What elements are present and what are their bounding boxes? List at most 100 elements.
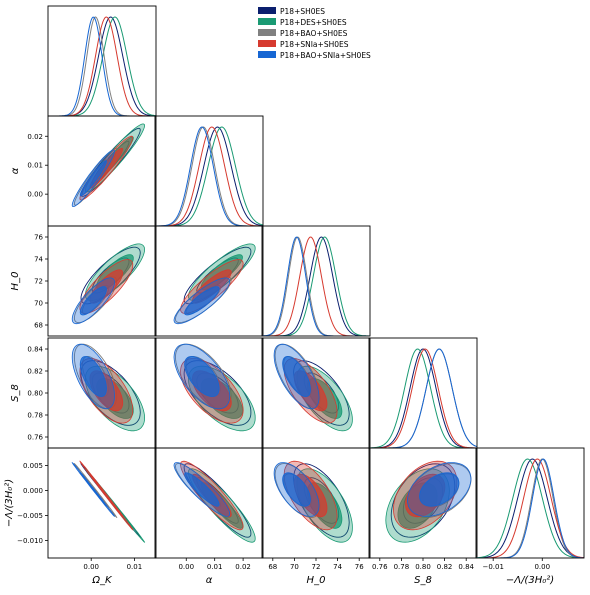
contour-p18-sh0es-2sigma [183, 360, 252, 426]
contour-p18-sh0es-2sigma [80, 360, 141, 426]
contour-p18-bao-snia-sh0es-1sigma [79, 286, 107, 316]
panel-frame [368, 337, 478, 449]
contour-p18-bao-snia-sh0es-1sigma [419, 472, 460, 507]
marginal-p18-snia-sh0es [155, 126, 263, 226]
x-axis-label-omk: Ω_K [91, 575, 113, 586]
x-tick-label: 0.00 [178, 563, 194, 571]
marginal-p18-des-sh0es [369, 348, 477, 448]
contour-p18-bao-snia-sh0es-1sigma [282, 355, 311, 398]
legend-label: P18+SNIa+SH0ES [280, 40, 349, 49]
legend: P18+SH0ES P18+DES+SH0ES P18+BAO+SH0ES P18+S… [258, 7, 371, 60]
contour-p18-sh0es-2sigma [80, 246, 141, 305]
y-axis-label-lam: −Λ/(3H₀²) [4, 479, 15, 527]
panel-lam-vs-alpha [173, 460, 256, 543]
marginal-p18-des-sh0es [48, 16, 156, 116]
y-axis-label-alpha: α [10, 167, 21, 174]
contour-p18-bao-snia-sh0es-1sigma [79, 472, 108, 507]
marginal-p18-bao-snia-sh0es [369, 348, 477, 448]
marginal-p18-des-sh0es [476, 458, 584, 558]
marginal-p18-sh0es [155, 126, 263, 226]
contour-p18-bao-snia-sh0es-1sigma [79, 356, 107, 397]
x-axis-label-h0: H_0 [307, 575, 326, 586]
x-tick-label: 0.01 [127, 563, 143, 571]
contour-p18-bao-snia-sh0es-1sigma [184, 356, 220, 397]
y-axis-label-s8: S_8 [10, 384, 21, 402]
x-tick-label: −0.01 [482, 563, 503, 571]
x-tick-label: 0.76 [372, 563, 388, 571]
panel-frame [154, 447, 264, 559]
marginal-p18-des-sh0es [155, 126, 263, 226]
y-tick-label: 0.000 [23, 487, 43, 495]
panel-frame [475, 447, 585, 559]
legend-label: P18+BAO+SNIa+SH0ES [280, 51, 371, 60]
panel-alpha-vs-omk [71, 123, 146, 208]
x-tick-label: 0.00 [83, 563, 99, 571]
panel-h0-vs-h0 [262, 236, 370, 336]
panel-frame [47, 447, 157, 559]
y-tick-label: 0.005 [23, 462, 43, 470]
legend-label: P18+DES+SH0ES [280, 18, 347, 27]
marginal-p18-bao-sh0es [369, 348, 477, 448]
marginal-p18-bao-snia-sh0es [262, 236, 370, 336]
legend-label: P18+SH0ES [280, 7, 325, 16]
x-tick-label: 0.82 [437, 563, 453, 571]
x-axis-label-alpha: α [206, 575, 213, 586]
x-tick-label: 76 [355, 563, 364, 571]
contour-p18-bao-snia-sh0es-1sigma [184, 472, 220, 507]
y-tick-label: 0.76 [27, 434, 43, 442]
marginal-p18-bao-snia-sh0es [48, 16, 156, 116]
x-tick-label: 0.00 [534, 563, 550, 571]
y-tick-label: 74 [34, 256, 43, 264]
contour-p18-bao-snia-sh0es-1sigma [184, 286, 220, 316]
marginal-p18-bao-snia-sh0es [155, 126, 263, 226]
legend-label: P18+BAO+SH0ES [280, 29, 348, 38]
panel-omk-vs-omk [48, 16, 156, 116]
legend-swatch [258, 40, 276, 47]
panel-s8-vs-alpha [173, 343, 256, 432]
y-tick-label: 0.00 [27, 191, 43, 199]
x-tick-label: 68 [268, 563, 277, 571]
y-tick-label: 76 [34, 234, 43, 242]
panel-s8-vs-s8 [369, 348, 477, 448]
panel-lam-vs-lam [476, 458, 584, 558]
y-tick-label: 72 [34, 278, 43, 286]
x-tick-label: 70 [290, 563, 299, 571]
marginal-p18-bao-sh0es [476, 458, 584, 558]
x-tick-label: 0.01 [207, 563, 223, 571]
x-tick-label: 0.78 [394, 563, 410, 571]
panel-lam-vs-omk [71, 460, 146, 543]
contour-p18-snia-sh0es-1sigma [89, 473, 124, 518]
x-tick-label: 72 [312, 563, 321, 571]
legend-swatch [258, 18, 276, 25]
y-tick-label: 68 [34, 322, 43, 330]
y-axis-label-h0: H_0 [10, 272, 21, 291]
marginal-p18-sh0es [48, 16, 156, 116]
panel-lam-vs-s8 [385, 460, 472, 543]
y-tick-label: 0.01 [27, 162, 43, 170]
x-axis-label-lam: −Λ/(3H₀²) [506, 575, 554, 586]
panel-s8-vs-omk [71, 343, 146, 432]
marginal-p18-des-sh0es [262, 236, 370, 336]
marginal-p18-bao-sh0es [262, 236, 370, 336]
x-tick-label: 0.84 [458, 563, 474, 571]
x-tick-label: 0.02 [235, 563, 251, 571]
y-tick-label: 70 [34, 300, 43, 308]
y-tick-label: 0.84 [27, 346, 43, 354]
panel-frame [154, 225, 264, 337]
marginal-p18-bao-sh0es [48, 16, 156, 116]
contour-p18-bao-snia-sh0es-1sigma [282, 472, 311, 507]
panel-alpha-vs-alpha [155, 126, 263, 226]
x-tick-label: 0.80 [415, 563, 431, 571]
contour-p18-sh0es-2sigma [390, 463, 456, 538]
panel-h0-vs-omk [71, 243, 146, 325]
y-tick-label: 0.80 [27, 390, 43, 398]
panel-lam-vs-h0 [273, 460, 353, 543]
marginal-p18-bao-sh0es [155, 126, 263, 226]
y-tick-label: 0.78 [27, 412, 43, 420]
legend-swatch [258, 51, 276, 58]
panel-frame [154, 115, 264, 227]
contour-p18-bao-snia-sh0es-1sigma [79, 160, 107, 197]
panel-frame [261, 225, 371, 337]
